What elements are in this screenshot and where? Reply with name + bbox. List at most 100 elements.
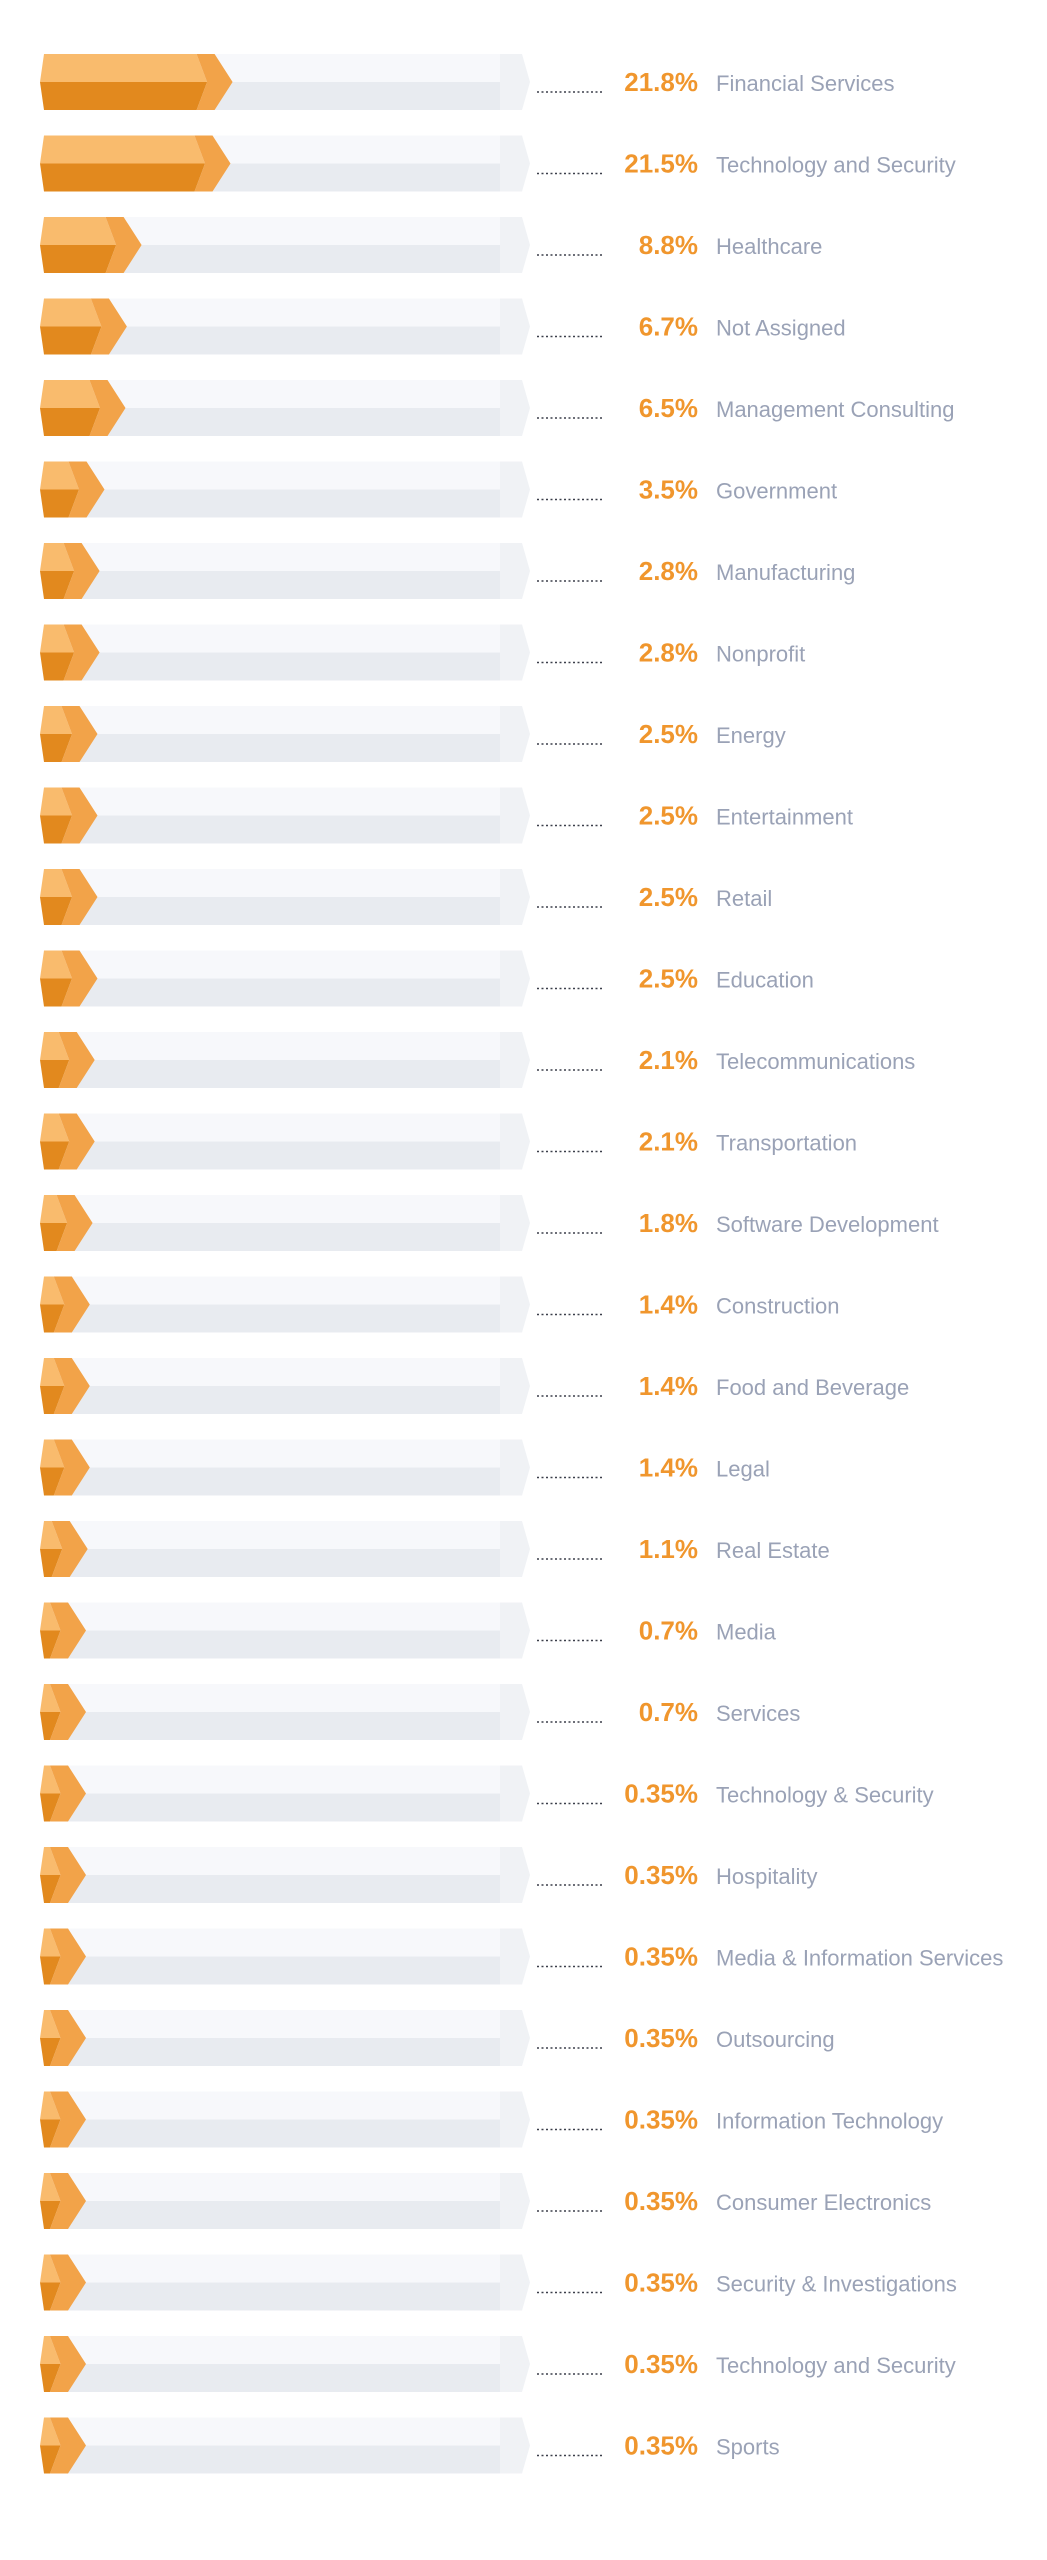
category-label: Services (716, 1701, 800, 1726)
bar (90, 298, 127, 355)
track-bottom (44, 2038, 500, 2066)
bar (50, 2010, 86, 2066)
bar-row: 0.35% Information Technology (40, 2091, 943, 2148)
bar-row: 2.5% Retail (40, 869, 772, 925)
bar-bottom (40, 326, 102, 355)
category-label: Information Technology (716, 2109, 943, 2134)
category-label: Real Estate (716, 1538, 830, 1563)
bar (50, 1765, 86, 1822)
bar-row: 0.35% Hospitality (40, 1847, 817, 1903)
track-bottom (44, 2119, 500, 2148)
value-label: 2.5% (639, 719, 698, 749)
bar-bottom (40, 1141, 70, 1170)
bar-bottom (40, 408, 100, 436)
bar-bottom (40, 245, 117, 273)
bar (89, 380, 126, 436)
bar (63, 624, 100, 681)
bar (61, 706, 98, 762)
track-bottom (44, 1549, 500, 1577)
value-label: 8.8% (639, 230, 698, 260)
value-label: 2.5% (639, 801, 698, 831)
value-label: 0.7% (639, 1616, 698, 1646)
track-top (44, 624, 500, 653)
track-bottom (44, 1956, 500, 1985)
bar-top (40, 461, 79, 490)
value-label: 6.7% (639, 312, 698, 342)
bar-row: 0.35% Sports (40, 2417, 780, 2474)
category-label: Technology and Security (716, 2353, 956, 2378)
track-top (44, 2417, 500, 2446)
bar-top (40, 1928, 61, 1957)
track-cap (500, 2010, 530, 2066)
bar-row: 2.1% Telecommunications (40, 1032, 915, 1088)
bar (61, 787, 98, 844)
track-top (44, 1276, 500, 1305)
category-label: Financial Services (716, 71, 895, 96)
category-label: Legal (716, 1457, 770, 1482)
value-label: 0.35% (624, 2349, 698, 2379)
value-label: 0.35% (624, 2268, 698, 2298)
value-label: 0.35% (624, 1779, 698, 1809)
value-label: 2.8% (639, 556, 698, 586)
track-top (44, 950, 500, 979)
value-label: 2.8% (639, 638, 698, 668)
category-label: Not Assigned (716, 316, 846, 341)
track-cap (500, 1276, 530, 1333)
track-bottom (44, 734, 500, 762)
value-label: 3.5% (639, 475, 698, 505)
bar-bottom (40, 1060, 70, 1088)
track-cap (500, 1439, 530, 1496)
track-bottom (44, 1386, 500, 1414)
track-bottom (44, 571, 500, 599)
value-label: 0.7% (639, 1697, 698, 1727)
value-label: 1.4% (639, 1371, 698, 1401)
bar (50, 1928, 86, 1985)
category-label: Government (716, 479, 837, 504)
bar-top (40, 1276, 65, 1305)
bar-row: 0.35% Media & Information Services (40, 1928, 1003, 1985)
track-top (44, 543, 500, 571)
bar-top (40, 2336, 61, 2364)
bar-top (40, 624, 75, 653)
bar (53, 1276, 90, 1333)
bar-top (40, 1847, 61, 1875)
track-cap (500, 706, 530, 762)
track-cap (500, 1358, 530, 1414)
bar-top (40, 869, 72, 897)
bar-row: 2.8% Manufacturing (40, 543, 855, 599)
track-top (44, 2091, 500, 2120)
track-cap (500, 2417, 530, 2474)
track-bottom (44, 1712, 500, 1740)
bar-row: 2.1% Transportation (40, 1113, 857, 1170)
track-cap (500, 1928, 530, 1985)
bar-top (40, 706, 72, 734)
track-top (44, 1684, 500, 1712)
bar-bottom (40, 1223, 68, 1251)
bar (194, 135, 231, 192)
track-cap (500, 1032, 530, 1088)
value-label: 0.35% (624, 2105, 698, 2135)
category-label: Transportation (716, 1131, 857, 1156)
bar-top (40, 1113, 70, 1142)
bar-row: 1.4% Construction (40, 1276, 840, 1333)
category-label: Energy (716, 723, 786, 748)
track-cap (500, 950, 530, 1007)
category-label: Telecommunications (716, 1049, 915, 1074)
track-top (44, 2010, 500, 2038)
bar-row: 0.35% Security & Investigations (40, 2254, 957, 2311)
bar-bottom (40, 1793, 61, 1822)
bar-row: 0.7% Media (40, 1602, 777, 1659)
bar-bottom (40, 1549, 63, 1577)
category-label: Manufacturing (716, 560, 855, 585)
bar (50, 2336, 86, 2392)
bar-row: 0.35% Consumer Electronics (40, 2173, 931, 2229)
bar-top (40, 1032, 70, 1060)
category-label: Security & Investigations (716, 2272, 957, 2297)
bar (56, 1195, 93, 1251)
track-cap (500, 1113, 530, 1170)
bar-bottom (40, 82, 208, 110)
bar-bottom (40, 163, 205, 192)
value-label: 1.1% (639, 1534, 698, 1564)
bar-row: 21.5% Technology and Security (40, 135, 956, 192)
